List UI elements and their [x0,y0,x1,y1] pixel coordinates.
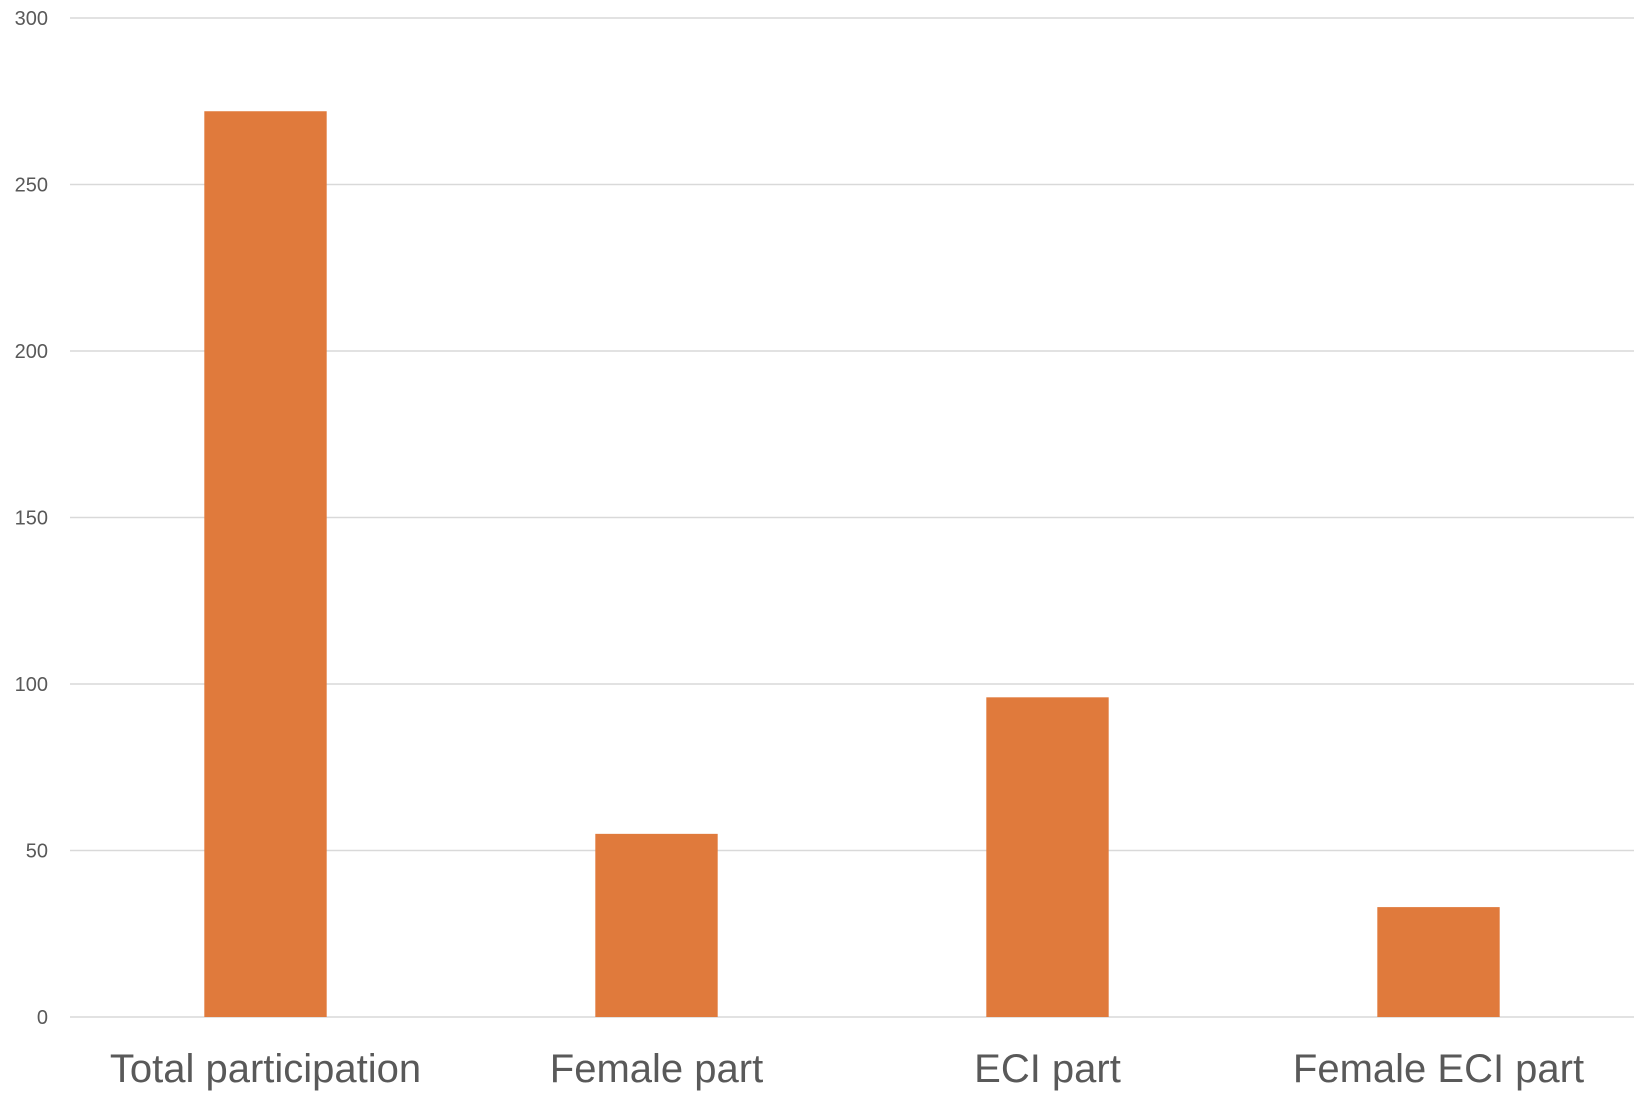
y-tick-label: 200 [15,341,48,363]
y-tick-label: 0 [37,1007,48,1029]
bar-female-eci-part [1377,907,1500,1017]
y-tick-label: 50 [26,841,48,863]
x-category-label: Total participation [110,1047,421,1091]
bars [204,111,1500,1018]
x-category-label: Female part [550,1047,763,1091]
x-category-label: ECI part [974,1047,1121,1091]
x-category-label: Female ECI part [1293,1047,1584,1091]
bar-female-part [595,833,718,1017]
y-tick-label: 100 [15,674,48,696]
y-axis-ticks: 0 50 100 150 200 250 300 [15,8,48,1029]
gridlines [70,17,1634,1018]
y-tick-label: 300 [15,8,48,30]
x-axis-category-labels: Total participation Female part ECI part Fe… [110,1047,1584,1091]
y-tick-label: 150 [15,508,48,530]
y-tick-label: 250 [15,175,48,197]
bar-total-participation [204,111,327,1018]
bar-eci-part [986,697,1109,1017]
